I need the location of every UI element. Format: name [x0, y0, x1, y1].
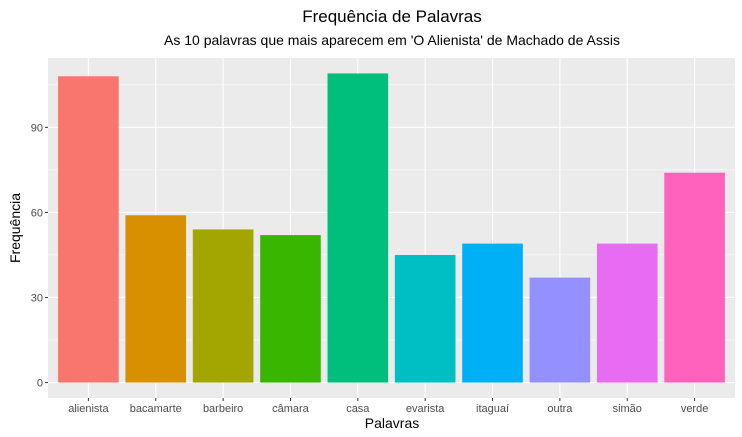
y-tick-label: 60	[31, 207, 43, 219]
y-tick-label: 90	[31, 122, 43, 134]
y-axis: 0 30 60 90	[31, 122, 48, 390]
x-tick-label-bacamarte: bacamarte	[130, 403, 182, 415]
x-tick-label-outra: outra	[547, 403, 573, 415]
x-tick-label-barbeiro: barbeiro	[203, 403, 243, 415]
bar-outra	[529, 277, 591, 383]
y-tick-label: 30	[31, 292, 43, 304]
bar-verde	[664, 172, 725, 383]
y-axis-title: Frequência	[7, 193, 23, 263]
bars	[58, 73, 725, 383]
bar-alienista	[58, 76, 119, 383]
x-tick-label-casa: casa	[346, 403, 370, 415]
bar-câmara	[260, 235, 321, 383]
x-tick-label-evarista: evarista	[406, 403, 445, 415]
bar-evarista	[394, 254, 456, 383]
x-axis-title: Palavras	[365, 415, 419, 431]
x-tick-label-simão: simão	[613, 403, 642, 415]
chart-title: Frequência de Palavras	[302, 7, 482, 26]
y-tick-label: 0	[37, 378, 43, 390]
bar-simão	[596, 243, 658, 383]
bar-itaguaí	[462, 243, 523, 383]
x-tick-label-itaguaí: itaguaí	[476, 403, 509, 415]
bar-bacamarte	[125, 215, 187, 383]
x-tick-label-alienista: alienista	[68, 403, 109, 415]
bar-casa	[327, 73, 389, 383]
x-axis: alienista bacamarte barbeiro câmara casa evar…	[68, 398, 708, 415]
bar-barbeiro	[192, 229, 254, 383]
chart-subtitle: As 10 palavras que mais aparecem em 'O A…	[164, 32, 620, 48]
x-tick-label-verde: verde	[681, 403, 709, 415]
x-tick-label-câmara: câmara	[272, 403, 310, 415]
